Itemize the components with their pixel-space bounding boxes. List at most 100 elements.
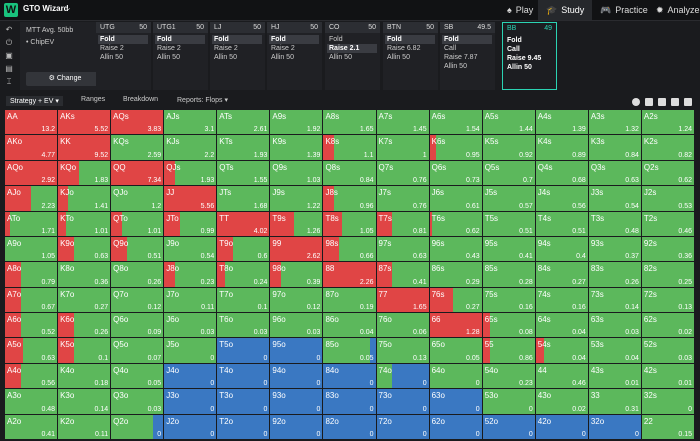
action-option[interactable]: Fold: [387, 36, 402, 43]
hand-cell-33[interactable]: 33 0.31: [588, 389, 642, 415]
save-icon[interactable]: ▣: [5, 51, 13, 60]
hand-cell-qjs[interactable]: QJs 1.93: [164, 160, 218, 187]
hand-cell-k9s[interactable]: K9s 1.39: [270, 135, 324, 161]
hand-cell-82s[interactable]: 82s 0.25: [641, 262, 695, 288]
hand-cell-j9s[interactable]: J9s 1.22: [270, 186, 324, 212]
hand-cell-q2o[interactable]: Q2o 0: [111, 414, 165, 440]
hand-cell-k7s[interactable]: K7s 1: [376, 135, 430, 161]
action-option[interactable]: Call: [444, 45, 457, 52]
hand-cell-97o[interactable]: 97o 0.12: [270, 287, 324, 314]
position-card-lj[interactable]: LJ 50 Fold Raise 2 Allin 50: [210, 22, 265, 90]
hand-cell-q8o[interactable]: Q8o 0.26: [111, 262, 165, 288]
hand-cell-a3s[interactable]: A3s 1.32: [588, 110, 642, 136]
hand-cell-54o[interactable]: 54o 0.23: [482, 363, 536, 390]
hand-cell-j8o[interactable]: J8o 0.23: [164, 262, 218, 288]
hand-cell-qto[interactable]: QTo 1.01: [111, 211, 165, 237]
action-option[interactable]: Allin 50: [271, 54, 294, 61]
hand-cell-t8o[interactable]: T8o 0.24: [217, 262, 271, 288]
nav-practice[interactable]: 🎮 Practice: [594, 0, 654, 20]
hand-cell-32s[interactable]: 32s 0: [641, 389, 695, 415]
hand-cell-qjo[interactable]: QJo 1.2: [111, 186, 165, 212]
hand-cell-q7o[interactable]: Q7o 0.12: [111, 287, 165, 314]
back-icon[interactable]: ↶: [5, 25, 13, 34]
hand-cell-jto[interactable]: JTo 0.99: [164, 211, 218, 237]
hand-cell-42s[interactable]: 42s 0.01: [641, 363, 695, 390]
action-option[interactable]: Allin 50: [214, 54, 237, 61]
hand-cell-kjo[interactable]: KJo 1.41: [58, 186, 112, 212]
hand-cell-j9o[interactable]: J9o 0.54: [164, 236, 218, 263]
view-list-icon[interactable]: [684, 98, 692, 106]
hand-cell-q3o[interactable]: Q3o 0.03: [111, 389, 165, 415]
hand-cell-j5s[interactable]: J5s 0.57: [482, 186, 536, 212]
hand-cell-t9o[interactable]: T9o 0.6: [217, 236, 271, 263]
hand-cell-k2o[interactable]: K2o 0.11: [58, 414, 112, 440]
hand-cell-76s[interactable]: 76s 0.27: [429, 287, 483, 314]
hand-cell-54s[interactable]: 54s 0.04: [535, 338, 589, 364]
hand-cell-k7o[interactable]: K7o 0.27: [58, 287, 112, 314]
hand-cell-j3s[interactable]: J3s 0.54: [588, 186, 642, 212]
hand-cell-a4s[interactable]: A4s 1.39: [535, 110, 589, 136]
hand-cell-aqo[interactable]: AQo 2.92: [5, 160, 59, 187]
hand-cell-96s[interactable]: 96s 0.43: [429, 236, 483, 263]
action-option[interactable]: Raise 9.45: [507, 55, 542, 62]
action-option[interactable]: Fold: [100, 36, 115, 43]
hand-cell-jj[interactable]: JJ 5.56: [164, 186, 218, 212]
hand-cell-kqo[interactable]: KQo 1.83: [58, 160, 112, 187]
gto-wizard-logo-icon[interactable]: W: [4, 3, 18, 17]
view-grid-icon[interactable]: [671, 98, 679, 106]
hand-cell-76o[interactable]: 76o 0.06: [376, 313, 430, 339]
hand-cell-t2s[interactable]: T2s 0.46: [641, 211, 695, 237]
hand-cell-q9s[interactable]: Q9s 1.03: [270, 160, 324, 187]
hand-cell-64s[interactable]: 64s 0.04: [535, 313, 589, 339]
hand-cell-t2o[interactable]: T2o 0: [217, 414, 271, 440]
position-card-hj[interactable]: HJ 50 Fold Raise 2 Allin 50: [267, 22, 322, 90]
hand-cell-k6s[interactable]: K6s 0.95: [429, 135, 483, 161]
hand-cell-87o[interactable]: 87o 0.19: [323, 287, 377, 314]
hand-cell-t5o[interactable]: T5o 0: [217, 338, 271, 364]
hand-cell-73o[interactable]: 73o 0: [376, 389, 430, 415]
hand-cell-84s[interactable]: 84s 0.27: [535, 262, 589, 288]
action-option[interactable]: Fold: [214, 36, 229, 43]
hand-cell-j4s[interactable]: J4s 0.56: [535, 186, 589, 212]
hand-cell-j6o[interactable]: J6o 0.03: [164, 313, 218, 339]
hand-cell-kk[interactable]: KK 9.52: [58, 135, 112, 161]
hand-cell-k2s[interactable]: K2s 0.82: [641, 135, 695, 161]
hand-cell-92s[interactable]: 92s 0.36: [641, 236, 695, 263]
hand-cell-a9o[interactable]: A9o 1.05: [5, 236, 59, 263]
hand-cell-52s[interactable]: 52s 0.03: [641, 338, 695, 364]
hand-cell-aks[interactable]: AKs 5.52: [58, 110, 112, 136]
hand-cell-ats[interactable]: ATs 2.61: [217, 110, 271, 136]
hand-cell-q6o[interactable]: Q6o 0.09: [111, 313, 165, 339]
hand-cell-a8o[interactable]: A8o 0.79: [5, 262, 59, 288]
hand-cell-q7s[interactable]: Q7s 0.76: [376, 160, 430, 187]
hand-cell-a2o[interactable]: A2o 0.41: [5, 414, 59, 440]
tab-strategy-ev[interactable]: Strategy + EV ▾: [6, 96, 63, 106]
hand-cell-85s[interactable]: 85s 0.28: [482, 262, 536, 288]
action-option[interactable]: Allin 50: [100, 54, 123, 61]
hand-cell-72s[interactable]: 72s 0.13: [641, 287, 695, 314]
hand-cell-j5o[interactable]: J5o 0: [164, 338, 218, 364]
hand-cell-a4o[interactable]: A4o 0.56: [5, 363, 59, 390]
hand-cell-k8s[interactable]: K8s 1.1: [323, 135, 377, 161]
hand-cell-a6o[interactable]: A6o 0.52: [5, 313, 59, 339]
hand-cell-62o[interactable]: 62o 0: [429, 414, 483, 440]
hand-cell-55[interactable]: 55 0.86: [482, 338, 536, 364]
hand-cell-62s[interactable]: 62s 0.02: [641, 313, 695, 339]
hand-cell-52o[interactable]: 52o 0: [482, 414, 536, 440]
hand-cell-95o[interactable]: 95o 0: [270, 338, 324, 364]
hand-cell-ajs[interactable]: AJs 3.1: [164, 110, 218, 136]
tab-ranges[interactable]: Ranges: [81, 96, 106, 103]
view-square-icon[interactable]: [645, 98, 653, 106]
hand-cell-t7s[interactable]: T7s 0.81: [376, 211, 430, 237]
hand-cell-97s[interactable]: 97s 0.63: [376, 236, 430, 263]
hand-cell-qts[interactable]: QTs 1.55: [217, 160, 271, 187]
hand-cell-98o[interactable]: 98o 0.39: [270, 262, 324, 288]
hand-cell-94o[interactable]: 94o 0: [270, 363, 324, 390]
action-option[interactable]: Allin 50: [157, 54, 180, 61]
action-option[interactable]: Allin 50: [444, 63, 467, 70]
hand-cell-t6o[interactable]: T6o 0.03: [217, 313, 271, 339]
action-option[interactable]: Fold: [157, 36, 172, 43]
action-option[interactable]: Allin 50: [387, 54, 410, 61]
save-as-icon[interactable]: ▤: [5, 64, 13, 73]
hand-cell-a2s[interactable]: A2s 1.24: [641, 110, 695, 136]
